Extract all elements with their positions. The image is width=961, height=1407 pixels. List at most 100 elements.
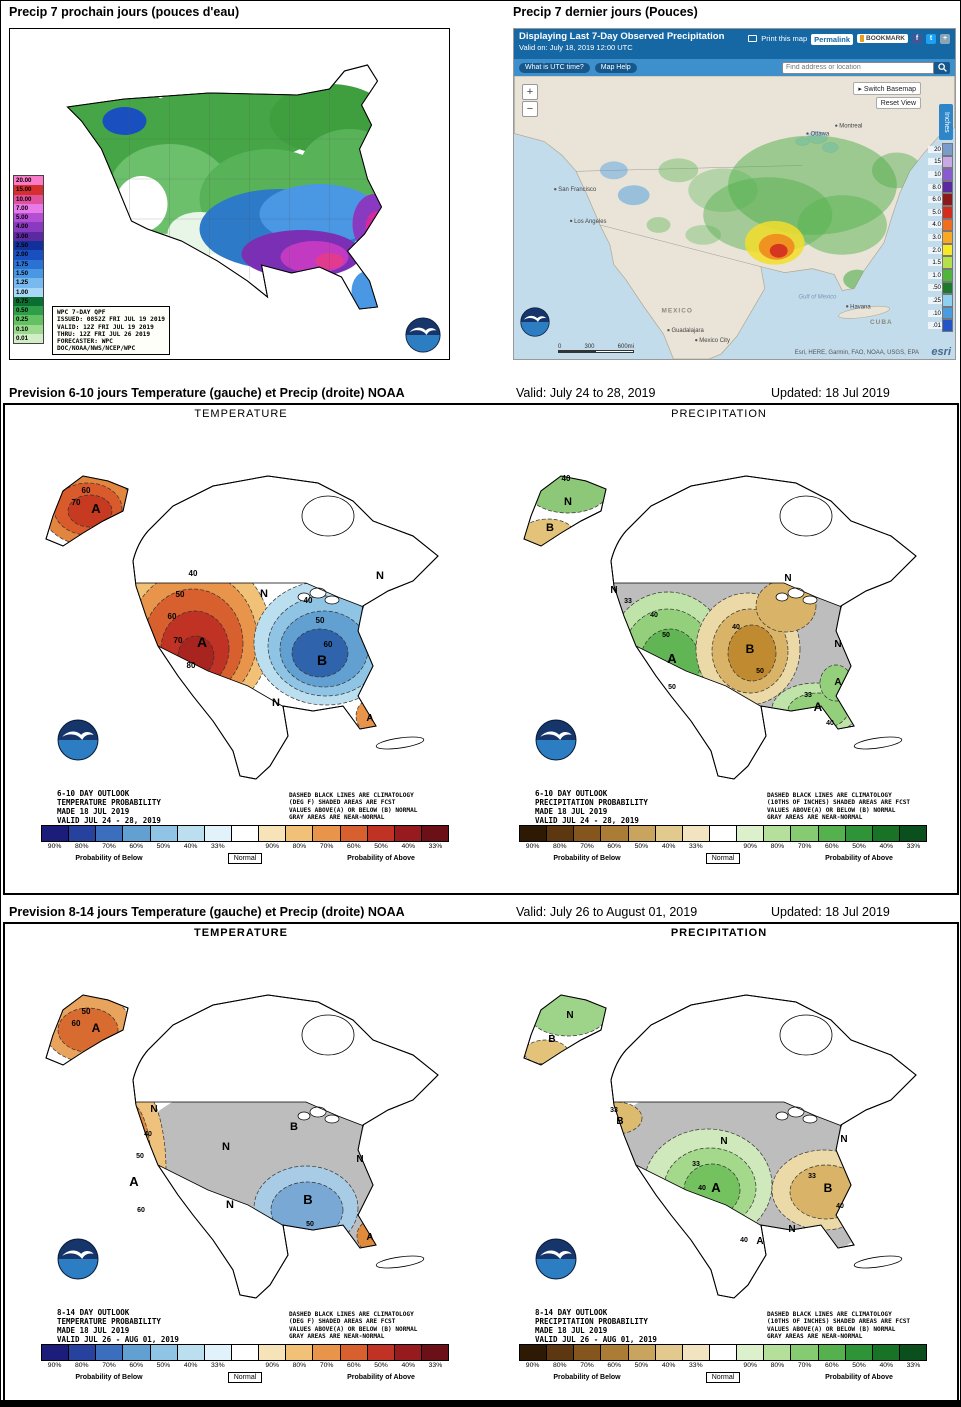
scale-chip bbox=[942, 256, 953, 269]
tick-label: 90% bbox=[265, 843, 280, 850]
colorbar-chip bbox=[817, 1345, 845, 1360]
tick-label: 33% bbox=[689, 843, 703, 850]
ahps-map-area[interactable]: Ottawa Montreal San Francisco Los Angeles ME… bbox=[514, 76, 955, 359]
map-annotation: 33 bbox=[692, 1161, 700, 1168]
scale-chip bbox=[942, 231, 953, 244]
text-line: VALID JUL 24 - 28, 2019 bbox=[535, 816, 639, 826]
colorbar-chip bbox=[42, 826, 69, 841]
colorbar-chip bbox=[366, 1345, 394, 1360]
qpf-legend-item: 2.00 bbox=[14, 250, 43, 260]
qpf-legend: 20.00 15.00 10.00 7.00 5.00 4.00 3.00 2.50 2.00 1… bbox=[13, 175, 44, 345]
colorbar-chip bbox=[68, 1345, 96, 1360]
tick-label: 90% bbox=[47, 1362, 62, 1369]
qpf-legend-item: 10.00 bbox=[14, 194, 43, 204]
map-annotation: 60 bbox=[137, 1207, 145, 1214]
reset-view-button[interactable]: Reset View bbox=[875, 97, 921, 109]
scalebar-bar bbox=[558, 350, 634, 353]
text-line: MADE 18 JUL 2019 bbox=[57, 1326, 130, 1336]
search-input[interactable] bbox=[782, 61, 934, 74]
text-line: MADE 18 JUL 2019 bbox=[535, 807, 608, 817]
colorbar-chip bbox=[68, 826, 96, 841]
colorbar-chip bbox=[790, 826, 818, 841]
tick-label: 70% bbox=[102, 843, 116, 850]
map-annotation: 50 bbox=[668, 684, 676, 691]
scale-chip bbox=[942, 205, 953, 219]
colorbar-chip bbox=[420, 826, 449, 841]
colorbar-chip bbox=[285, 826, 313, 841]
text-line: 8-14 DAY OUTLOOK bbox=[57, 1308, 130, 1317]
twitter-icon[interactable]: t bbox=[926, 34, 936, 44]
tick-label: 50% bbox=[634, 1362, 649, 1369]
colorbar-chip bbox=[736, 1345, 764, 1360]
zoom-out-button[interactable]: − bbox=[522, 101, 538, 117]
tick-label: 90% bbox=[525, 843, 540, 850]
ahps-header-actions: Print this map Permalink BOOKMARK f t + bbox=[748, 31, 950, 57]
switch-basemap-button[interactable]: ▸ Switch Basemap bbox=[853, 82, 921, 95]
scale-chip bbox=[942, 243, 953, 257]
outlook-8-14-panel: TEMPERATURE 50 60 A N 40 50 A 60 N B N B 50 N A 8-14 D… bbox=[3, 922, 959, 1402]
colorbar-ticks: 90% 80% 70% 60% 50% 40% 33% 90% 80% 70% 60% 50% 40% 3… bbox=[41, 1362, 449, 1369]
colorbar-chip bbox=[736, 826, 764, 841]
text-line: TEMPERATURE PROBABILITY bbox=[57, 798, 161, 808]
bookmark-button[interactable]: BOOKMARK bbox=[857, 34, 908, 43]
map-annotation: 50 bbox=[756, 668, 764, 675]
colorbar-chip bbox=[520, 826, 547, 841]
scale-value: 20 bbox=[928, 145, 942, 153]
colorbar-chip bbox=[42, 1345, 69, 1360]
qpf-legend-item: 1.75 bbox=[14, 259, 43, 269]
tick-label: 33% bbox=[906, 1362, 921, 1369]
tick-label: 70% bbox=[319, 843, 334, 850]
outlook-6-10-panel: TEMPERATURE 60 70 A 40 50 60 70 80 A N 40 50 60 B N A N … bbox=[3, 403, 959, 895]
valid-8-14: Valid: July 26 to August 01, 2019 bbox=[516, 905, 698, 919]
colorbar-chip bbox=[393, 826, 421, 841]
tick-label: 40% bbox=[401, 1362, 416, 1369]
ahps-valid-text: Valid on: July 18, 2019 12:00 UTC bbox=[519, 43, 633, 52]
normal-label: Normal bbox=[227, 1372, 263, 1383]
scale-item: 1.5 bbox=[928, 256, 953, 269]
noaa-logo-image bbox=[535, 719, 577, 761]
colorbar-chip bbox=[122, 1345, 150, 1360]
outlook-legend-note: DASHED BLACK LINES ARE CLIMATOLOGY (10THS… bbox=[767, 792, 955, 821]
scalebar-mid: 300 bbox=[584, 344, 595, 350]
colorbar-chip bbox=[339, 1345, 367, 1360]
text-line: VALUES ABOVE(A) OR BELOW (B) NORMAL bbox=[767, 806, 896, 814]
tick-label: 60% bbox=[825, 843, 839, 850]
share-icon[interactable]: + bbox=[940, 34, 950, 44]
text-line: VALID: 12Z FRI JUL 19 2019 bbox=[57, 323, 154, 331]
bottom-rule bbox=[1, 1400, 960, 1406]
colorbar-chip bbox=[898, 826, 927, 841]
map-help-button[interactable]: Map Help bbox=[594, 62, 637, 73]
scale-item: .25 bbox=[928, 294, 953, 307]
permalink-button[interactable]: Permalink bbox=[811, 34, 853, 45]
print-map-link[interactable]: Print this map bbox=[761, 34, 808, 43]
colorbar-chip bbox=[366, 826, 394, 841]
qpf-legend-item: 5.00 bbox=[14, 213, 43, 223]
zoom-in-button[interactable]: + bbox=[522, 84, 538, 100]
tick-label: 50% bbox=[852, 1362, 866, 1369]
scale-item: .01 bbox=[928, 319, 953, 332]
ahps-header-bar: Displaying Last 7-Day Observed Precipita… bbox=[514, 29, 955, 59]
scale-chip bbox=[942, 155, 953, 169]
basemap-buttons: ▸ Switch Basemap Reset View bbox=[853, 82, 921, 109]
normal-label: Normal bbox=[705, 1372, 741, 1383]
map-annotation: B bbox=[616, 1116, 623, 1127]
map-annotation: 50 bbox=[306, 1221, 314, 1228]
scale-value: 3.0 bbox=[928, 233, 942, 241]
map-annotation: A bbox=[92, 1021, 101, 1035]
outlook-legend-note: DASHED BLACK LINES ARE CLIMATOLOGY (DEG F… bbox=[289, 792, 477, 821]
search-button[interactable] bbox=[934, 61, 950, 74]
map-annotation: B bbox=[824, 1181, 833, 1195]
utc-time-button[interactable]: What is UTC time? bbox=[519, 62, 590, 73]
tick-label: 90% bbox=[743, 1362, 758, 1369]
text-line: VALUES ABOVE(A) OR BELOW (B) NORMAL bbox=[767, 1325, 896, 1333]
colorbar-chip bbox=[898, 1345, 927, 1360]
tick-label: 80% bbox=[770, 843, 785, 850]
temp-outlook-6-10: TEMPERATURE 60 70 A 40 50 60 70 80 A N 40 50 60 B N A N … bbox=[5, 405, 482, 893]
facebook-icon[interactable]: f bbox=[912, 34, 922, 44]
colorbar-chip bbox=[546, 1345, 574, 1360]
colorbar-chip bbox=[817, 826, 845, 841]
temp-map-title: TEMPERATURE bbox=[194, 408, 288, 420]
temperature-colorbar: 90% 80% 70% 60% 50% 40% 33% 90% 80% 70% 60% 50% 40% 3… bbox=[41, 1344, 449, 1383]
